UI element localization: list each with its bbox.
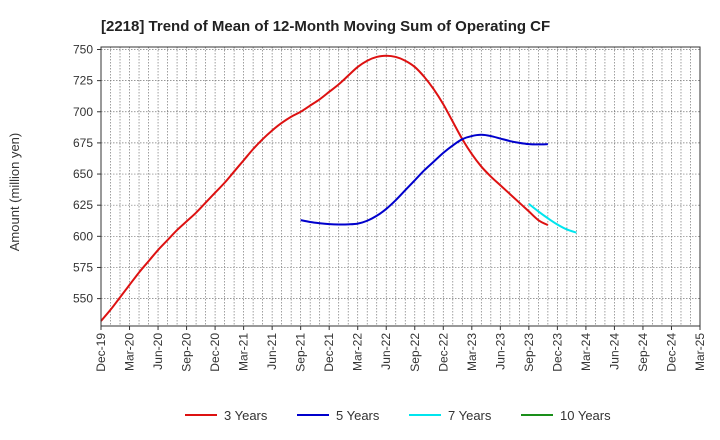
legend-label-3-years: 3 Years [224,408,268,423]
y-tick-label: 750 [73,42,93,56]
y-tick-label: 600 [73,229,93,243]
y-tick-label: 575 [73,260,93,274]
x-tick-label: Jun-22 [379,333,393,370]
x-tick-label: Mar-24 [579,333,593,371]
plot-area: 550 575 600 625 650 675 700 725 750 Dec-19 Mar-20… [73,42,707,371]
x-tick-label: Sep-23 [522,333,536,372]
x-tick-label: Mar-25 [693,333,707,371]
x-tick-label: Mar-21 [237,333,251,371]
y-tick-label: 625 [73,198,93,212]
x-tick-label: Dec-19 [94,333,108,372]
x-tick-label: Jun-24 [607,333,621,370]
x-tick-label: Mar-20 [123,333,137,371]
y-axis-ticks: 550 575 600 625 650 675 700 725 750 [73,42,101,306]
x-tick-label: Mar-22 [351,333,365,371]
chart-title: [2218] Trend of Mean of 12-Month Moving … [101,18,550,35]
series-layer [100,54,577,322]
x-tick-label: Dec-24 [664,333,678,372]
series-line-5-years [300,133,548,226]
x-tick-label: Mar-23 [465,333,479,371]
legend: 3 Years 5 Years 7 Years 10 Years [185,408,611,423]
x-tick-label: Dec-20 [208,333,222,372]
y-tick-label: 700 [73,105,93,119]
x-tick-label: Sep-24 [636,333,650,372]
plot-frame [100,46,701,327]
legend-label-7-years: 7 Years [448,408,492,423]
x-axis-ticks: Dec-19 Mar-20 Jun-20 Sep-20 Dec-20 Mar-21 Jun-… [94,326,707,372]
x-tick-label: Jun-21 [265,333,279,370]
x-tick-label: Sep-20 [180,333,194,372]
legend-label-5-years: 5 Years [336,408,380,423]
series-line-3-years [100,54,549,322]
x-tick-label: Dec-22 [436,333,450,372]
x-tick-label: Jun-23 [493,333,507,370]
y-tick-label: 650 [73,167,93,181]
legend-label-10-years: 10 Years [560,408,611,423]
y-tick-label: 725 [73,74,93,88]
y-tick-label: 550 [73,292,93,306]
grid-lines [101,47,700,326]
x-tick-label: Dec-21 [322,333,336,372]
y-axis-label: Amount (million yen) [7,133,22,252]
x-tick-label: Dec-23 [550,333,564,372]
y-tick-label: 675 [73,136,93,150]
x-tick-label: Sep-21 [294,333,308,372]
x-tick-label: Sep-22 [408,333,422,372]
series-line-7-years [528,203,577,234]
x-tick-label: Jun-20 [151,333,165,370]
